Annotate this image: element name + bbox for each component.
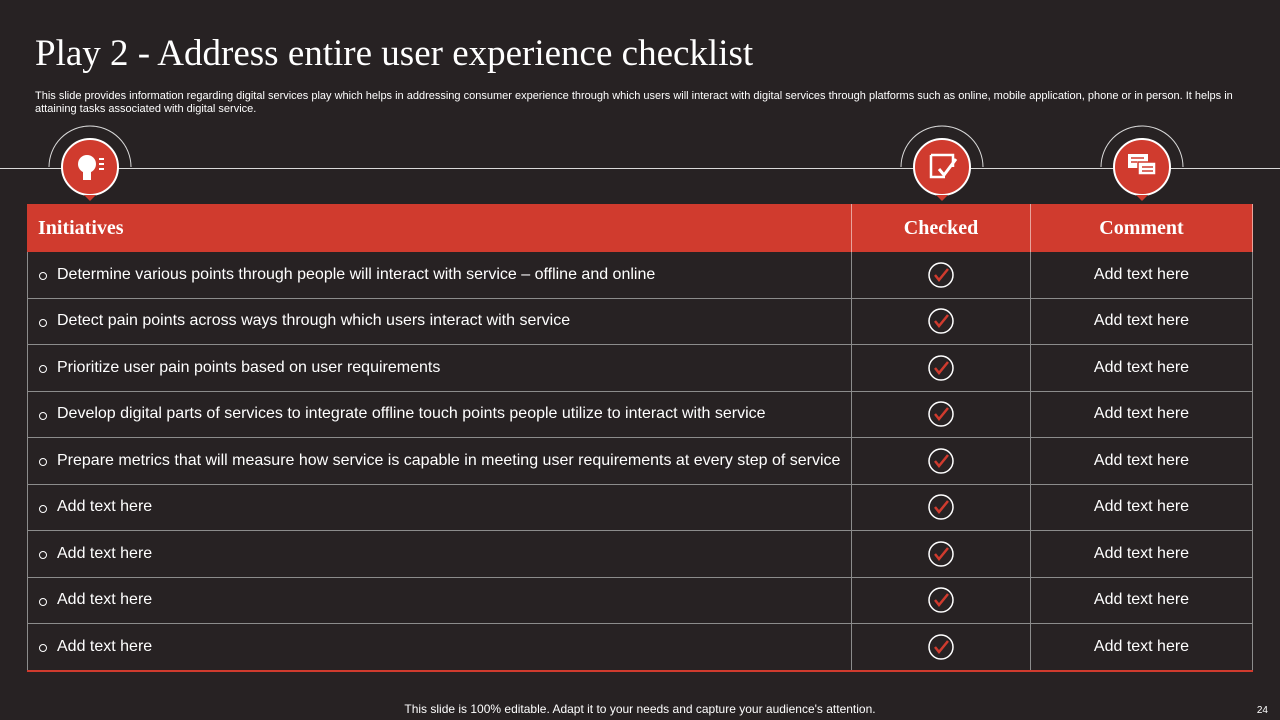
comment-cell: Add text here [1031,484,1253,531]
checked-cell [852,624,1031,671]
page-number: 24 [1256,705,1268,716]
bullet [39,458,47,467]
bullet [39,365,47,374]
comment-cell: Add text here [1031,438,1253,485]
initiative-text: Add text here [57,498,153,516]
initiative-text: Determine various points through people … [57,265,656,283]
title: Play 2 - Address entire user experience … [35,33,754,74]
initiative-cell: Add text here [27,531,852,578]
comment-cell: Add text here [1031,391,1253,438]
initiative-cell: Develop digital parts of services to int… [27,391,852,438]
table-bottom-line [27,669,1253,672]
initiative-text: Add text here [57,637,153,655]
column-header: Checked [852,204,1031,252]
bullet [39,597,47,606]
checked-cell [852,531,1031,578]
initiative-text: Add text here [57,544,153,562]
comment-cell: Add text here [1031,624,1253,671]
comment-cell: Add text here [1031,531,1253,578]
initiative-cell: Add text here [27,577,852,624]
check-icon [928,587,954,613]
footer: This slide is 100% editable. Adapt it to… [404,702,876,716]
check-icon [928,401,954,427]
initiative-text: Prioritize user pain points based on use… [57,358,441,376]
checked-cell [852,438,1031,485]
initiative-cell: Prepare metrics that will measure how se… [27,438,852,485]
comment-icon [1100,125,1184,201]
checked-cell [852,298,1031,345]
bullet [39,272,47,281]
initiative-text: Add text here [57,591,153,609]
initiative-cell: Prioritize user pain points based on use… [27,345,852,392]
icons [48,125,1184,201]
checked-cell [852,391,1031,438]
comment-cell: Add text here [1031,298,1253,345]
initiative-cell: Determine various points through people … [27,252,852,299]
bullet [39,318,47,327]
comment-cell: Add text here [1031,577,1253,624]
comment-cell: Add text here [1031,345,1253,392]
bullet [39,551,47,560]
description: This slide provides information regardin… [35,90,1233,115]
bullet [39,644,47,653]
checked-cell [852,252,1031,299]
divider [0,168,1280,169]
column-header: Initiatives [27,204,852,252]
column-header: Comment [1031,204,1253,252]
check-icon [928,262,954,288]
checked-cell [852,484,1031,531]
check-icon [928,308,954,334]
check-icon [928,541,954,567]
bullet [39,504,47,513]
check-icon [928,494,954,520]
initiative-cell: Detect pain points across ways through w… [27,298,852,345]
checked-cell [852,577,1031,624]
check-icon [928,355,954,381]
initiative-text: Develop digital parts of services to int… [57,405,766,423]
initiative-cell: Add text here [27,484,852,531]
idea-icon [48,125,132,201]
initiative-cell: Add text here [27,624,852,671]
checklist-icon [900,125,984,201]
check-icon [928,448,954,474]
checked-cell [852,345,1031,392]
initiative-text: Detect pain points across ways through w… [57,312,571,330]
check-icon [928,634,954,660]
bullet [39,411,47,420]
comment-cell: Add text here [1031,252,1253,299]
initiative-text: Prepare metrics that will measure how se… [57,451,841,469]
